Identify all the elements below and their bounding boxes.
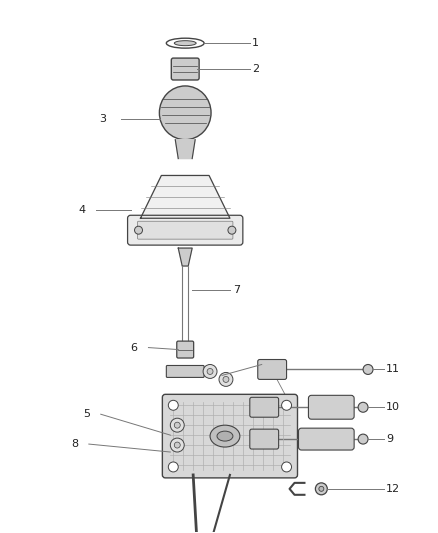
Polygon shape xyxy=(141,175,230,218)
Circle shape xyxy=(174,422,180,428)
Ellipse shape xyxy=(217,431,233,441)
Circle shape xyxy=(358,434,368,444)
Circle shape xyxy=(315,483,327,495)
Text: 10: 10 xyxy=(386,402,400,412)
Circle shape xyxy=(174,442,180,448)
Text: 5: 5 xyxy=(83,409,90,419)
Ellipse shape xyxy=(166,38,204,48)
Circle shape xyxy=(223,376,229,382)
Polygon shape xyxy=(175,140,195,158)
Ellipse shape xyxy=(210,425,240,447)
Ellipse shape xyxy=(174,41,196,46)
Text: 2: 2 xyxy=(252,64,259,74)
Text: 11: 11 xyxy=(386,365,400,375)
Text: 8: 8 xyxy=(71,439,78,449)
Circle shape xyxy=(134,226,142,234)
Text: 4: 4 xyxy=(79,205,86,215)
FancyBboxPatch shape xyxy=(162,394,297,478)
Circle shape xyxy=(282,462,292,472)
FancyBboxPatch shape xyxy=(298,428,354,450)
FancyBboxPatch shape xyxy=(166,366,204,377)
Circle shape xyxy=(228,226,236,234)
Circle shape xyxy=(219,373,233,386)
Circle shape xyxy=(363,365,373,375)
FancyBboxPatch shape xyxy=(177,341,194,358)
Text: 7: 7 xyxy=(233,285,240,295)
Text: 9: 9 xyxy=(386,434,393,444)
FancyBboxPatch shape xyxy=(127,215,243,245)
Circle shape xyxy=(358,402,368,412)
Circle shape xyxy=(168,462,178,472)
Text: 6: 6 xyxy=(131,343,138,352)
Ellipse shape xyxy=(159,86,211,140)
Circle shape xyxy=(170,418,184,432)
FancyBboxPatch shape xyxy=(258,360,286,379)
Text: 5: 5 xyxy=(264,359,271,369)
FancyBboxPatch shape xyxy=(138,221,233,239)
Circle shape xyxy=(207,368,213,375)
Text: 1: 1 xyxy=(252,38,259,48)
Circle shape xyxy=(282,400,292,410)
FancyBboxPatch shape xyxy=(308,395,354,419)
Text: 3: 3 xyxy=(99,114,106,124)
Polygon shape xyxy=(178,248,192,266)
Circle shape xyxy=(170,438,184,452)
FancyBboxPatch shape xyxy=(250,397,279,417)
Circle shape xyxy=(168,400,178,410)
FancyBboxPatch shape xyxy=(171,58,199,80)
Text: 12: 12 xyxy=(386,484,400,494)
Circle shape xyxy=(319,486,324,491)
FancyBboxPatch shape xyxy=(250,429,279,449)
Circle shape xyxy=(203,365,217,378)
